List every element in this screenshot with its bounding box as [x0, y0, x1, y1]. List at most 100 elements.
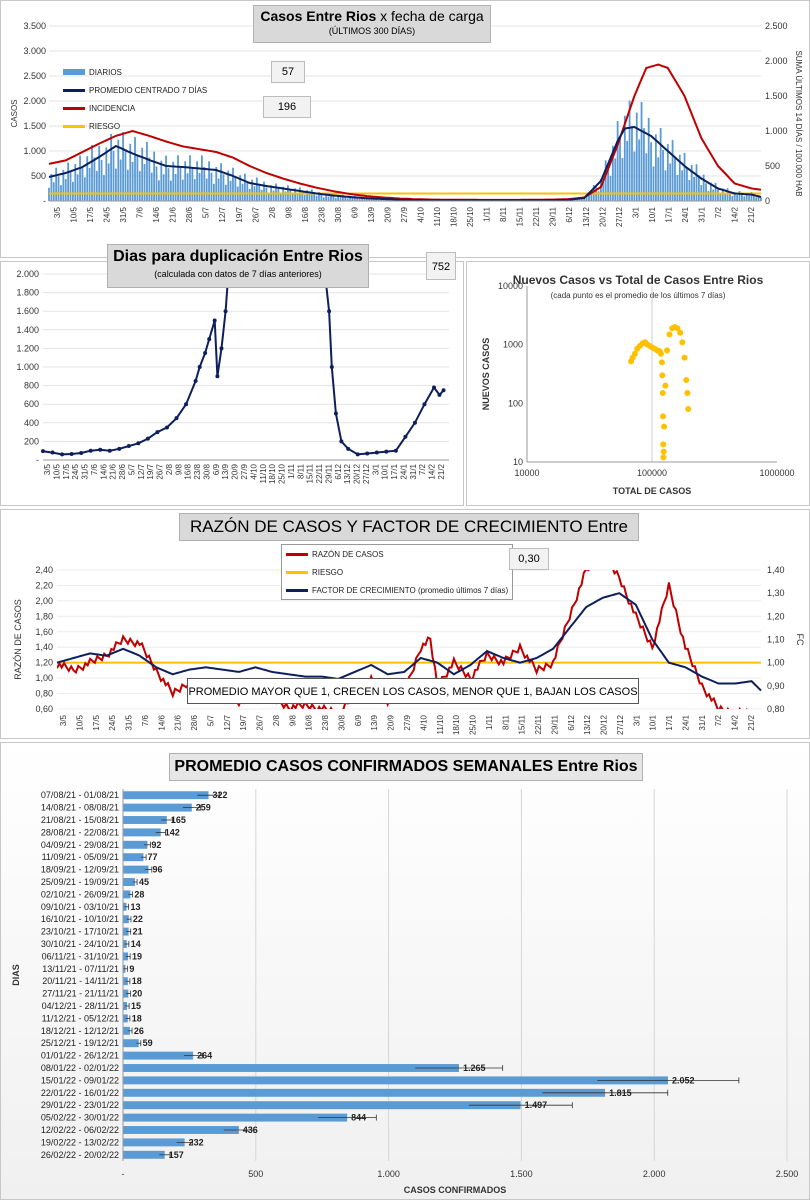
bar-diarios [320, 194, 323, 201]
dup-xtick: 27/12 [362, 463, 371, 484]
bar-diarios [325, 194, 328, 201]
bar-value-label: 21 [133, 927, 143, 937]
bar-value-label: 18 [132, 1013, 142, 1023]
bar-semanal [123, 1126, 239, 1134]
bar-diarios [659, 128, 662, 201]
razon-xtick: 15/11 [518, 714, 527, 734]
bar-diarios [303, 194, 306, 201]
sem-ylabel: DIAS [11, 964, 21, 986]
duplicacion-line-1-point [215, 374, 220, 379]
bar-diarios [377, 199, 380, 201]
bar-diarios [234, 177, 237, 201]
razon-xtick: 9/8 [288, 714, 297, 726]
razon-xtick: 14/2 [731, 714, 740, 730]
bar-diarios [150, 172, 153, 201]
bar-diarios [674, 158, 676, 201]
sem-xlabel: CASOS CONFIRMADOS [404, 1185, 507, 1195]
ytick-label: 1.500 [23, 121, 46, 131]
chart-casos-legend: DIARIOS PROMEDIO CENTRADO 7 DÍAS INCIDEN… [63, 63, 207, 135]
category-label: 05/02/22 - 30/01/22 [41, 1113, 119, 1123]
bar-diarios [105, 147, 108, 201]
bar-diarios [678, 154, 681, 201]
category-label: 21/08/21 - 15/08/21 [41, 815, 119, 825]
bar-diarios [275, 183, 277, 201]
razon-xtick: 7/2 [714, 714, 723, 726]
casos-xtick: 18/10 [450, 206, 459, 227]
bar-diarios [729, 192, 731, 201]
casos-xtick: 16/8 [301, 206, 310, 222]
scatter-point [661, 423, 668, 430]
bar-diarios [576, 198, 578, 201]
dup-xtick: 14/2 [428, 463, 437, 479]
dup-xtick: 8/11 [296, 463, 305, 479]
scatter-point [666, 331, 673, 338]
dup-xtick: 14/6 [99, 463, 108, 479]
duplicacion-line-2-point [365, 451, 370, 456]
bar-diarios [626, 140, 629, 201]
bar-diarios [167, 168, 170, 201]
legend-swatch-riesgo [63, 124, 85, 128]
chart-semanales-title: PROMEDIO CASOS CONFIRMADOS SEMANALES Ent… [174, 758, 638, 775]
bar-diarios [255, 177, 258, 201]
casos-xtick: 26/7 [251, 206, 260, 222]
bar-diarios [184, 161, 187, 201]
duplicacion-line-1-point [136, 441, 141, 446]
casos-xtick: 10/5 [70, 206, 79, 222]
scatter-point [660, 448, 667, 455]
bar-diarios [358, 198, 361, 201]
scatter-ytick: 10 [513, 457, 523, 467]
razon-xtick: 30/8 [337, 714, 346, 730]
razon-xtick: 26/7 [256, 714, 265, 730]
y2tick-label: 1,40 [767, 565, 785, 575]
bar-value-label: 2.052 [672, 1075, 695, 1085]
bar-diarios [597, 191, 600, 201]
bar-diarios [67, 162, 70, 201]
razon-xtick: 22/11 [534, 714, 543, 734]
razon-xtick: 5/7 [206, 714, 215, 726]
bar-diarios [114, 168, 117, 201]
bar-value-label: 13 [130, 902, 140, 912]
razon-xtick: 10/5 [75, 714, 84, 730]
category-label: 16/10/21 - 10/10/21 [41, 914, 119, 924]
razon-ylabel: RAZÓN DE CASOS [13, 599, 23, 680]
bar-diarios [50, 174, 53, 201]
chart-casos-svg: - 500 1.000 1.500 2.000 2.500 3.000 3.500 0 500 1.… [10, 21, 803, 227]
bar-semanal [123, 1113, 348, 1122]
dup-xtick: 20/12 [353, 463, 362, 484]
casos-xtick: 19/7 [235, 206, 244, 222]
bar-diarios [248, 188, 251, 201]
bar-value-label: 22 [133, 914, 143, 924]
bar-diarios [189, 155, 191, 201]
casos-xtick: 21/6 [169, 206, 178, 222]
bar-diarios [267, 192, 270, 201]
chart-duplicacion-svg: - 200 400 600 800 1.000 1.200 1.400 1.600 1.800 2.… [16, 269, 449, 484]
bar-diarios [306, 190, 308, 201]
bar-semanal [123, 1101, 521, 1110]
bar-value-label: 18 [132, 976, 142, 986]
scatter-ylabel: NUEVOS CASOS [481, 338, 491, 411]
razon-xtick: 18/10 [452, 714, 461, 735]
xtick-label: 500 [248, 1169, 263, 1179]
dup-xtick: 28/6 [118, 463, 127, 479]
y2tick-label: 1.500 [765, 91, 788, 101]
bar-diarios [697, 175, 700, 201]
bar-diarios [136, 154, 139, 201]
duplicacion-line-2-point [355, 452, 360, 457]
bar-diarios [714, 182, 717, 201]
casos-xtick: 1/11 [483, 206, 492, 222]
scatter-point [684, 390, 691, 397]
category-label: 13/11/21 - 07/11/21 [42, 964, 119, 974]
scatter-ytick: 1000 [503, 340, 523, 350]
razon-xtick: 8/11 [501, 714, 510, 730]
bar-semanal [123, 803, 192, 812]
bar-value-label: 264 [197, 1051, 212, 1061]
bar-diarios [748, 195, 750, 201]
bar-semanal [123, 1076, 669, 1085]
bar-diarios [334, 197, 337, 201]
dup-xtick: 15/11 [306, 463, 315, 483]
bar-diarios [652, 166, 655, 201]
bar-diarios [638, 139, 641, 201]
legend-swatch-diarios [63, 69, 85, 75]
bar-diarios [294, 188, 296, 201]
bar-semanal [123, 1064, 459, 1072]
